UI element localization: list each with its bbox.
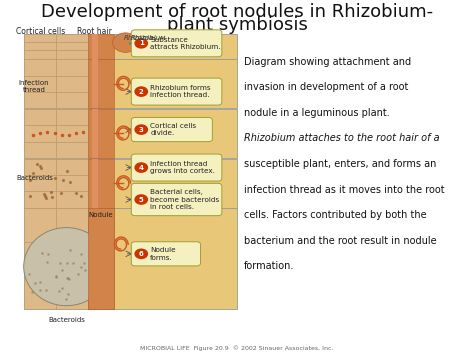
Text: Development of root nodules in Rhizobium-: Development of root nodules in Rhizobium…: [41, 4, 433, 21]
Text: susceptible plant, enters, and forms an: susceptible plant, enters, and forms an: [244, 159, 437, 169]
Bar: [24, 92, 56, 108]
Text: Rhizobium attaches to the root hair of a: Rhizobium attaches to the root hair of a: [244, 133, 440, 143]
Bar: [56, 125, 88, 142]
Bar: [91, 109, 98, 158]
Text: infection thread as it moves into the root: infection thread as it moves into the ro…: [244, 185, 445, 195]
Bar: [24, 59, 237, 108]
Circle shape: [135, 87, 147, 96]
FancyBboxPatch shape: [131, 30, 222, 57]
Text: Root hair: Root hair: [77, 27, 112, 36]
Text: 3: 3: [139, 127, 144, 132]
Bar: [24, 242, 56, 275]
Text: Bacteroids: Bacteroids: [48, 317, 85, 322]
Bar: [24, 42, 56, 50]
Bar: [88, 159, 114, 208]
Bar: [91, 159, 98, 208]
Bar: [56, 92, 88, 108]
Bar: [24, 34, 237, 59]
Bar: [56, 50, 88, 59]
Bar: [56, 175, 88, 191]
Ellipse shape: [24, 228, 109, 306]
Text: 4: 4: [139, 165, 144, 170]
Bar: [24, 50, 56, 59]
Bar: [56, 76, 88, 92]
Circle shape: [135, 195, 147, 204]
Bar: [24, 142, 56, 158]
Bar: [88, 34, 114, 59]
Circle shape: [135, 249, 147, 258]
Bar: [24, 159, 237, 208]
Bar: [24, 125, 56, 142]
Bar: [24, 208, 237, 309]
Text: Nodule
forms.: Nodule forms.: [150, 247, 176, 261]
Text: invasion in development of a root: invasion in development of a root: [244, 82, 409, 92]
Bar: [56, 142, 88, 158]
Text: 6: 6: [139, 251, 144, 257]
Circle shape: [135, 39, 147, 48]
Circle shape: [135, 163, 147, 172]
Bar: [56, 275, 88, 309]
Text: 1: 1: [139, 40, 144, 46]
Bar: [88, 208, 114, 309]
Bar: [91, 208, 98, 309]
Bar: [56, 191, 88, 208]
Bar: [91, 59, 98, 108]
Text: Bacterial cells,
become bacteroids
in root cells.: Bacterial cells, become bacteroids in ro…: [150, 189, 219, 210]
Text: Bacteroids: Bacteroids: [16, 175, 53, 181]
Bar: [88, 59, 114, 108]
Circle shape: [135, 125, 147, 134]
Bar: [24, 175, 56, 191]
Bar: [24, 159, 56, 175]
Text: Infection thread
grows into cortex.: Infection thread grows into cortex.: [150, 161, 215, 174]
FancyBboxPatch shape: [131, 242, 201, 266]
Bar: [56, 34, 88, 42]
Bar: [24, 109, 237, 158]
FancyBboxPatch shape: [131, 183, 222, 215]
Bar: [24, 109, 56, 125]
Text: bacterium and the root result in nodule: bacterium and the root result in nodule: [244, 236, 437, 246]
Text: 2: 2: [139, 89, 144, 94]
Bar: [56, 159, 88, 175]
Text: Nodule: Nodule: [89, 212, 113, 218]
Text: Rhizobia: Rhizobia: [124, 36, 154, 41]
FancyBboxPatch shape: [131, 78, 222, 105]
Text: Infection
thread: Infection thread: [19, 80, 49, 93]
Bar: [24, 34, 56, 42]
Text: cells. Factors contributed by both the: cells. Factors contributed by both the: [244, 210, 427, 220]
Bar: [56, 208, 88, 242]
Text: Cortical cells: Cortical cells: [16, 27, 65, 36]
Text: Rhizobiuм: Rhizobiuм: [130, 35, 166, 41]
Bar: [88, 109, 114, 158]
FancyBboxPatch shape: [131, 118, 212, 142]
Text: formation.: formation.: [244, 261, 294, 271]
Bar: [56, 242, 88, 275]
Ellipse shape: [112, 33, 138, 52]
Bar: [24, 76, 56, 92]
Text: nodule in a leguminous plant.: nodule in a leguminous plant.: [244, 108, 390, 118]
Text: Cortical cells
divide.: Cortical cells divide.: [150, 123, 196, 136]
FancyBboxPatch shape: [131, 154, 222, 181]
Bar: [24, 208, 56, 242]
Text: plant symbiosis: plant symbiosis: [166, 16, 308, 34]
Text: Substance
attracts Rhizobium.: Substance attracts Rhizobium.: [150, 37, 221, 50]
Bar: [56, 109, 88, 125]
Bar: [91, 34, 98, 59]
Bar: [56, 42, 88, 50]
Bar: [24, 191, 56, 208]
Text: 5: 5: [139, 197, 144, 202]
Text: Diagram showing attachment and: Diagram showing attachment and: [244, 57, 411, 67]
Text: Rhizobium forms
infection thread.: Rhizobium forms infection thread.: [150, 85, 211, 98]
Bar: [24, 275, 56, 309]
Bar: [56, 59, 88, 76]
Bar: [24, 59, 56, 76]
Text: MICROBIAL LIFE  Figure 20.9  © 2002 Sinauer Associates, Inc.: MICROBIAL LIFE Figure 20.9 © 2002 Sinaue…: [140, 346, 334, 351]
Bar: [88, 208, 114, 309]
